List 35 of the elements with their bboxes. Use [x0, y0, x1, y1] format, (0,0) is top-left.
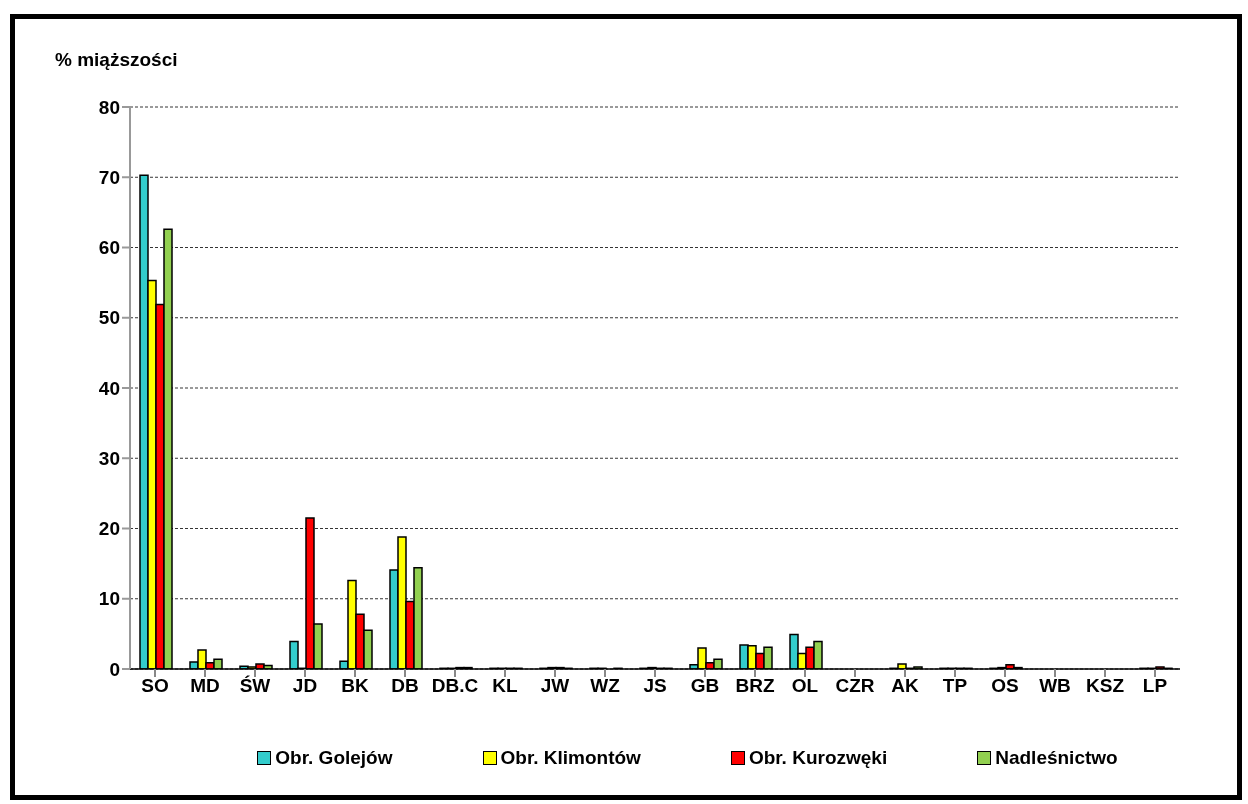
x-tick-label: JW — [540, 675, 570, 697]
y-tick-label: 20 — [98, 518, 120, 540]
legend-label: Obr. Kurozwęki — [748, 747, 888, 769]
y-tick-label: 40 — [98, 377, 120, 399]
x-tick-label: KSZ — [1086, 675, 1125, 697]
x-tick-label: CZR — [835, 675, 875, 697]
y-tick-label: 0 — [109, 658, 120, 680]
x-tick-label: SO — [141, 675, 169, 697]
x-tick-label: BK — [341, 675, 369, 697]
x-tick-label: JD — [292, 675, 318, 697]
y-tick-label: 50 — [98, 307, 120, 329]
x-tick-label: WB — [1039, 675, 1071, 697]
x-tick-label: GB — [690, 675, 720, 697]
x-tick-label: OS — [991, 675, 1019, 697]
x-tick-label: TP — [942, 675, 968, 697]
x-tick-label: MD — [190, 675, 220, 697]
x-tick-label: DB.C — [431, 675, 479, 697]
legend-label: Obr. Golejów — [275, 747, 393, 769]
x-tick-label: KL — [492, 675, 519, 697]
x-tick-label: AK — [891, 675, 919, 697]
x-tick-label: WZ — [590, 675, 621, 697]
x-tick-label: JS — [643, 675, 667, 697]
y-tick-label: 80 — [98, 96, 120, 118]
y-tick-label: 30 — [98, 447, 120, 469]
y-tick-label: 10 — [98, 588, 120, 610]
x-tick-label: OL — [791, 675, 819, 697]
y-tick-label: 60 — [98, 237, 120, 259]
x-tick-label: DB — [391, 675, 419, 697]
legend-label: Obr. Klimontów — [500, 747, 641, 769]
legend-label: Nadleśnictwo — [995, 747, 1118, 769]
x-tick-label: LP — [1142, 675, 1168, 697]
y-axis-title: % miąższości — [55, 49, 178, 71]
x-tick-label: ŚW — [239, 675, 271, 697]
y-tick-label: 70 — [98, 166, 120, 188]
x-tick-label: BRZ — [735, 675, 775, 697]
